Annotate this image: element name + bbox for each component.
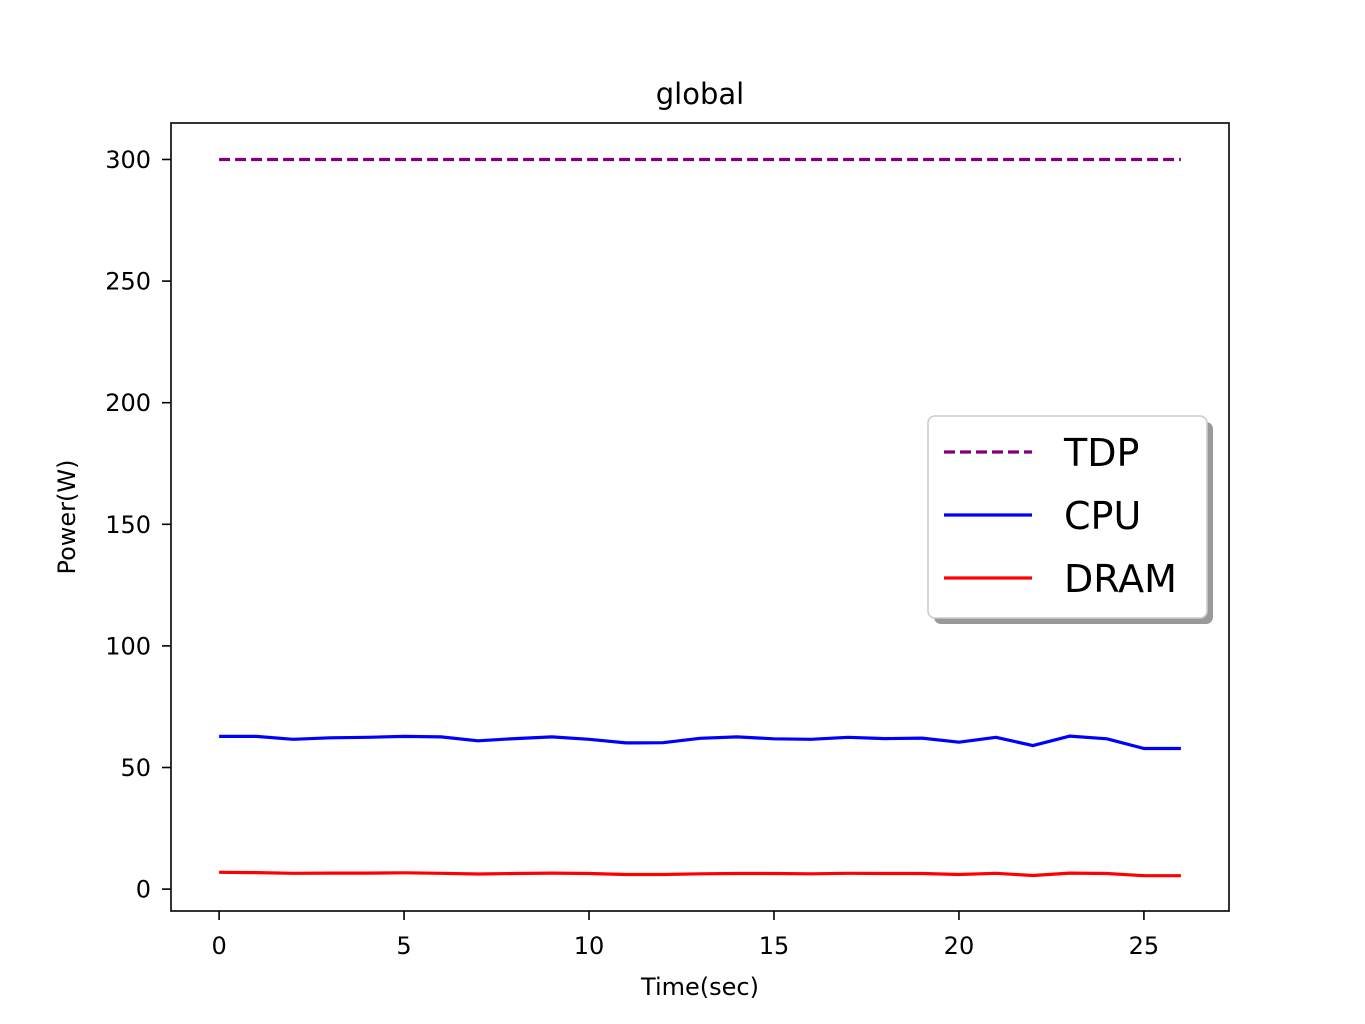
x-axis-label: Time(sec) bbox=[640, 973, 759, 1001]
legend-label-cpu: CPU bbox=[1064, 494, 1141, 538]
y-tick-label: 200 bbox=[105, 389, 151, 417]
legend-label-tdp: TDP bbox=[1063, 431, 1139, 475]
legend-box bbox=[927, 415, 1208, 619]
y-tick-label: 50 bbox=[120, 754, 151, 782]
x-tick-label: 5 bbox=[396, 932, 411, 960]
y-axis-label: Power(W) bbox=[53, 459, 81, 574]
x-tick-label: 10 bbox=[574, 932, 605, 960]
y-tick-label: 0 bbox=[136, 876, 151, 904]
x-tick-label: 20 bbox=[944, 932, 975, 960]
y-tick-label: 300 bbox=[105, 146, 151, 174]
series-line-cpu bbox=[219, 734, 1181, 751]
y-tick-label: 250 bbox=[105, 268, 151, 296]
y-tick-label: 150 bbox=[105, 511, 151, 539]
plot-area bbox=[219, 157, 1181, 878]
axes-frame bbox=[170, 122, 1230, 912]
x-tick-label: 0 bbox=[211, 932, 226, 960]
series-line-dram bbox=[219, 870, 1181, 878]
legend-label-dram: DRAM bbox=[1064, 557, 1177, 601]
legend: TDP CPU DRAM bbox=[927, 415, 1213, 624]
chart-title: global bbox=[656, 77, 744, 111]
y-tick-label: 100 bbox=[105, 632, 151, 660]
x-tick-label: 25 bbox=[1129, 932, 1160, 960]
x-tick-label: 15 bbox=[759, 932, 790, 960]
